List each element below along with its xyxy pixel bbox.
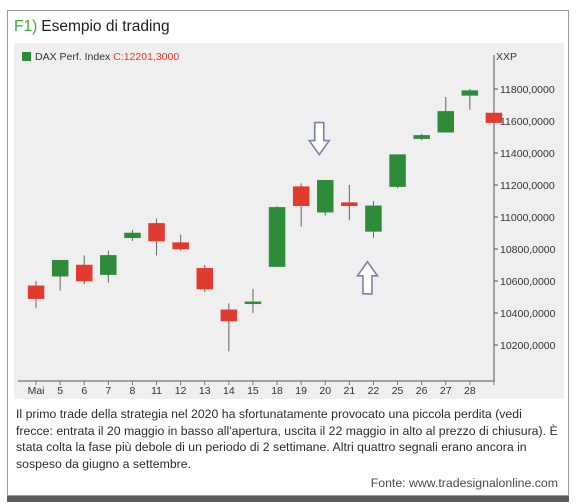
x-tick-label: 22: [368, 385, 380, 397]
figure-tag: F1): [14, 18, 38, 35]
y-tick-label: 11600,0000: [500, 116, 555, 128]
entry-arrow-down-icon: [307, 121, 331, 156]
x-tick-label: 26: [416, 385, 428, 397]
x-tick-label: 11: [151, 385, 162, 397]
figure-caption: Il primo trade della strategia nel 2020 …: [16, 407, 558, 471]
x-tick-label: 28: [464, 385, 476, 397]
ticker-label: XXP: [496, 51, 518, 63]
x-tick-label: 8: [130, 385, 136, 397]
chart-panel: [14, 43, 564, 399]
candle-body-down: [148, 223, 165, 242]
x-tick-label: 27: [440, 385, 452, 397]
candle-body-down: [485, 112, 503, 123]
y-tick-label: 11400,0000: [500, 148, 555, 160]
x-tick-label: 5: [57, 385, 63, 397]
candle-body-up: [437, 111, 454, 133]
candle-body-down: [341, 202, 358, 207]
legend-label: DAX Perf. Index: [35, 51, 111, 63]
candle-body-down: [172, 242, 189, 250]
x-tick-label: 19: [295, 385, 307, 397]
candle-body-down: [220, 309, 238, 322]
candle-body-up: [389, 154, 406, 187]
source-credit: Fonte: www.tradesignalonline.com: [370, 476, 558, 490]
x-tick-label: 12: [175, 385, 187, 397]
candle-body-down: [196, 267, 213, 290]
candle-body-up: [244, 301, 262, 305]
candle-body-up: [365, 205, 382, 232]
bottom-bar: [7, 496, 569, 502]
y-tick-label: 10200,0000: [500, 340, 556, 352]
x-tick-label: Mai: [28, 385, 45, 397]
y-tick-label: 10800,0000: [500, 244, 556, 256]
candle-body-down: [292, 186, 310, 207]
candle-body-up: [268, 207, 286, 267]
candle-body-up: [100, 255, 117, 275]
candle-body-up: [124, 232, 141, 239]
legend-swatch: [22, 52, 31, 61]
candle-body-up: [51, 259, 69, 277]
x-tick-label: 20: [319, 385, 331, 397]
x-tick-label: 6: [81, 385, 87, 397]
candlestick-chart: 10200,0000 10400,0000 10600,0000 10800,0000…: [18, 55, 556, 397]
y-tick-label: 11000,0000: [500, 212, 555, 224]
y-tick-label: 10600,0000: [500, 276, 556, 288]
chart-legend: DAX Perf. Index C:12201,3000: [22, 51, 179, 63]
x-tick-label: 14: [223, 385, 235, 397]
y-tick-label: 11200,0000: [500, 180, 555, 192]
x-tick-label: 13: [199, 385, 211, 397]
y-tick-label: 11800,0000: [500, 84, 555, 96]
figure-heading: F1) Esempio di trading: [14, 18, 170, 36]
legend-close-value: C:12201,3000: [113, 51, 180, 63]
candle-body-up: [413, 135, 430, 139]
x-tick-label: 15: [247, 385, 259, 397]
candle-body-down: [27, 285, 45, 299]
x-tick-label: 7: [105, 385, 111, 397]
x-tick-label: 21: [344, 385, 356, 397]
x-tick-label: 18: [271, 385, 283, 397]
exit-arrow-up-icon: [355, 260, 380, 295]
candle-body-up: [461, 90, 479, 96]
y-tick-label: 10400,0000: [500, 308, 556, 320]
candle-body-up: [317, 179, 334, 213]
candle-body-down: [76, 264, 93, 282]
figure-title: Esempio di trading: [41, 18, 170, 35]
x-tick-label: 25: [392, 385, 404, 397]
